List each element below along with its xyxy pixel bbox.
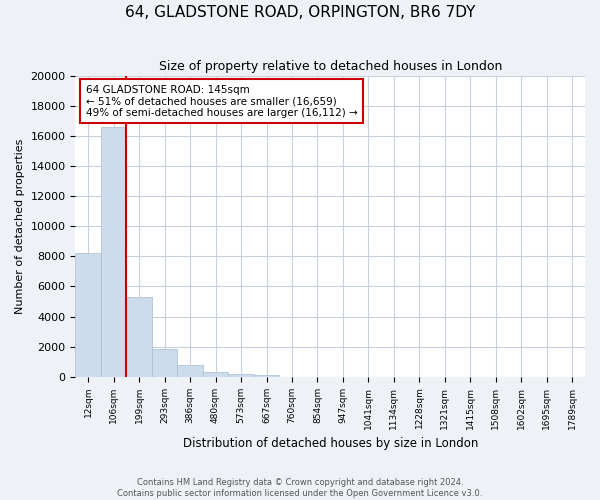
Y-axis label: Number of detached properties: Number of detached properties xyxy=(15,138,25,314)
Bar xyxy=(178,365,203,377)
Bar xyxy=(76,254,101,377)
Text: 64, GLADSTONE ROAD, ORPINGTON, BR6 7DY: 64, GLADSTONE ROAD, ORPINGTON, BR6 7DY xyxy=(125,5,475,20)
Title: Size of property relative to detached houses in London: Size of property relative to detached ho… xyxy=(158,60,502,73)
Bar xyxy=(254,375,279,377)
Text: Contains HM Land Registry data © Crown copyright and database right 2024.
Contai: Contains HM Land Registry data © Crown c… xyxy=(118,478,482,498)
Bar xyxy=(203,372,228,377)
X-axis label: Distribution of detached houses by size in London: Distribution of detached houses by size … xyxy=(182,437,478,450)
Text: 64 GLADSTONE ROAD: 145sqm
← 51% of detached houses are smaller (16,659)
49% of s: 64 GLADSTONE ROAD: 145sqm ← 51% of detac… xyxy=(86,84,358,118)
Bar xyxy=(152,349,178,377)
Bar xyxy=(101,127,127,377)
Bar xyxy=(228,374,254,377)
Bar xyxy=(127,297,152,377)
